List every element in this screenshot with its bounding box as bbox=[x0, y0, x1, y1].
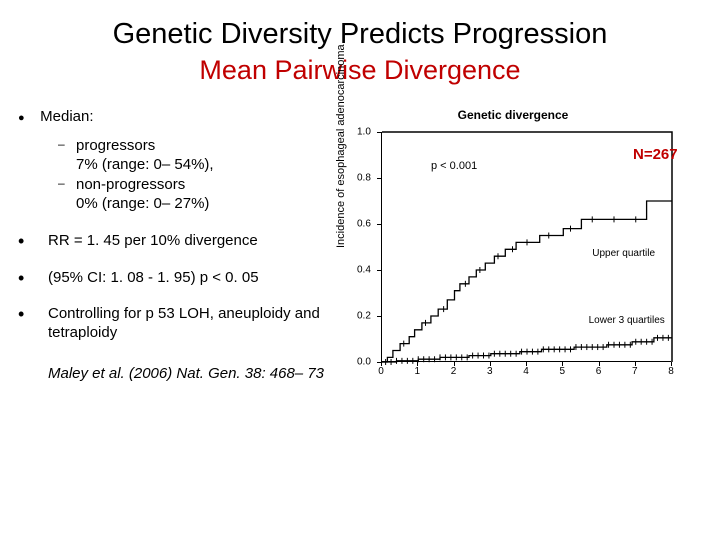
bullet-dot-icon: • bbox=[18, 232, 48, 251]
km-chart: Genetic divergence Incidence of esophage… bbox=[333, 108, 693, 408]
ytick-mark bbox=[377, 270, 381, 271]
xtick-mark bbox=[635, 362, 636, 366]
bullet-dot-icon: • bbox=[18, 269, 48, 288]
xtick-mark bbox=[599, 362, 600, 366]
upper-quartile-curve bbox=[382, 201, 672, 362]
page-subtitle: Mean Pairwise Divergence bbox=[0, 51, 720, 86]
sub2-text: non-progressors 0% (range: 0– 27%) bbox=[76, 176, 209, 214]
xtick-mark bbox=[381, 362, 382, 366]
sub-bullet-progressors: – progressors 7% (range: 0– 54%), bbox=[18, 137, 333, 175]
citation: Maley et al. (2006) Nat. Gen. 38: 468– 7… bbox=[18, 365, 333, 384]
median-label: Median: bbox=[40, 108, 93, 125]
page-title: Genetic Diversity Predicts Progression bbox=[0, 0, 720, 51]
xtick-mark bbox=[454, 362, 455, 366]
ytick-mark bbox=[377, 316, 381, 317]
xtick-label: 8 bbox=[668, 366, 674, 377]
ci-text: (95% CI: 1. 08 - 1. 95) p < 0. 05 bbox=[48, 269, 333, 288]
chart-title: Genetic divergence bbox=[333, 108, 693, 122]
ytick-label: 0.6 bbox=[357, 219, 371, 230]
xtick-mark bbox=[671, 362, 672, 366]
xtick-label: 0 bbox=[378, 366, 384, 377]
dash-icon: – bbox=[58, 176, 76, 214]
ytick-label: 0.8 bbox=[357, 173, 371, 184]
xtick-mark bbox=[490, 362, 491, 366]
curves-svg: Upper quartile Lower 3 quartiles bbox=[382, 132, 671, 361]
xtick-label: 4 bbox=[523, 366, 529, 377]
bullet-ci: • (95% CI: 1. 08 - 1. 95) p < 0. 05 bbox=[18, 269, 333, 288]
sub1-text: progressors 7% (range: 0– 54%), bbox=[76, 137, 214, 175]
ytick-mark bbox=[377, 224, 381, 225]
upper-label: Upper quartile bbox=[592, 248, 655, 259]
xtick-mark bbox=[417, 362, 418, 366]
content-row: ● Median: – progressors 7% (range: 0– 54… bbox=[0, 86, 720, 408]
ytick-label: 0.0 bbox=[357, 357, 371, 368]
chart-ylabel: Incidence of esophageal adenocarcinoma bbox=[335, 44, 347, 248]
sub-bullet-nonprogressors: – non-progressors 0% (range: 0– 27%) bbox=[18, 176, 333, 214]
ytick-mark bbox=[377, 178, 381, 179]
p-value-text: p < 0.001 bbox=[431, 160, 477, 172]
bullet-column: ● Median: – progressors 7% (range: 0– 54… bbox=[18, 108, 333, 408]
dash-icon: – bbox=[58, 137, 76, 175]
ytick-label: 1.0 bbox=[357, 127, 371, 138]
bullet-rr: • RR = 1. 45 per 10% divergence bbox=[18, 232, 333, 251]
xtick-label: 7 bbox=[632, 366, 638, 377]
control-text: Controlling for p 53 LOH, aneuploidy and… bbox=[48, 305, 333, 343]
chart-column: Genetic divergence Incidence of esophage… bbox=[333, 108, 702, 408]
ytick-label: 0.4 bbox=[357, 265, 371, 276]
xtick-label: 6 bbox=[596, 366, 602, 377]
plot-frame bbox=[382, 132, 672, 362]
bullet-median: ● Median: bbox=[18, 108, 333, 127]
n-text: N=267 bbox=[633, 146, 678, 163]
xtick-label: 5 bbox=[559, 366, 565, 377]
xtick-label: 1 bbox=[414, 366, 420, 377]
xtick-mark bbox=[526, 362, 527, 366]
xtick-label: 3 bbox=[487, 366, 493, 377]
ytick-mark bbox=[377, 132, 381, 133]
xtick-mark bbox=[562, 362, 563, 366]
bullet-dot-icon: • bbox=[18, 305, 48, 343]
lower-label: Lower 3 quartiles bbox=[589, 315, 665, 326]
bullet-dot-icon: ● bbox=[18, 108, 36, 126]
ytick-label: 0.2 bbox=[357, 311, 371, 322]
bullet-control: • Controlling for p 53 LOH, aneuploidy a… bbox=[18, 305, 333, 343]
xtick-label: 2 bbox=[451, 366, 457, 377]
rr-text: RR = 1. 45 per 10% divergence bbox=[48, 232, 333, 251]
plot-area: Upper quartile Lower 3 quartiles bbox=[381, 132, 671, 362]
